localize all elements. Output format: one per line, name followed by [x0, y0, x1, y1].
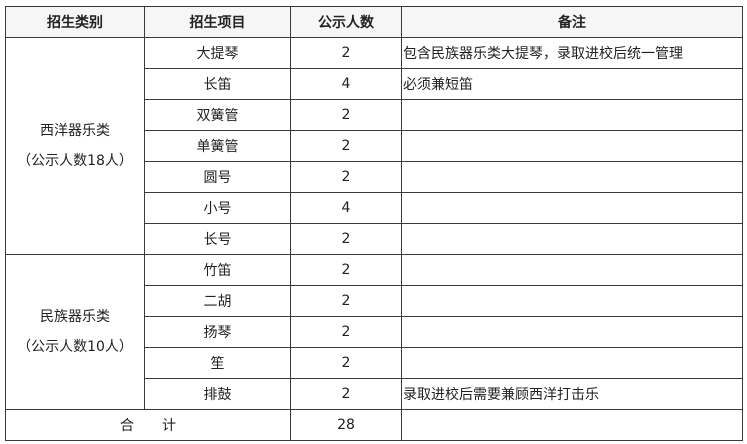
- item-cell: 竹笛: [144, 254, 291, 286]
- item-cell: 双簧管: [144, 99, 291, 131]
- count-cell: 2: [290, 316, 402, 348]
- total-label: 合 计: [5, 409, 291, 441]
- item-cell: 扬琴: [144, 316, 291, 348]
- note-cell: [401, 192, 743, 224]
- note-cell: 包含民族器乐类大提琴，录取进校后统一管理: [401, 37, 743, 69]
- total-row: 合 计 28: [5, 409, 743, 441]
- category-subtitle: （公示人数18人）: [17, 153, 133, 169]
- total-count: 28: [290, 409, 402, 441]
- count-cell: 2: [290, 254, 402, 286]
- category-subtitle: （公示人数10人）: [17, 339, 133, 355]
- note-cell: [401, 99, 743, 131]
- header-item: 招生项目: [144, 6, 291, 38]
- count-cell: 2: [290, 161, 402, 193]
- header-category: 招生类别: [5, 6, 145, 38]
- table-row: 圆号 2: [6, 161, 743, 193]
- count-cell: 2: [290, 37, 402, 69]
- item-cell: 圆号: [144, 161, 291, 193]
- note-cell: [401, 223, 743, 255]
- category-name: 西洋器乐类: [40, 123, 110, 139]
- item-cell: 二胡: [144, 285, 291, 317]
- count-cell: 4: [290, 192, 402, 224]
- count-cell: 2: [290, 130, 402, 162]
- count-cell: 2: [290, 285, 402, 317]
- header-count: 公示人数: [290, 6, 402, 38]
- table-row: 西洋器乐类 （公示人数18人） 大提琴 2 包含民族器乐类大提琴，录取进校后统一管理: [5, 37, 743, 255]
- note-cell: [401, 130, 743, 162]
- note-cell: [401, 285, 743, 317]
- table-row: 扬琴 2: [6, 316, 743, 348]
- count-cell: 2: [290, 99, 402, 131]
- note-cell: [401, 316, 743, 348]
- item-cell: 小号: [144, 192, 291, 224]
- note-cell: 录取进校后需要兼顾西洋打击乐: [401, 378, 743, 410]
- category-cell: 民族器乐类 （公示人数10人）: [5, 254, 145, 410]
- count-cell: 2: [290, 347, 402, 379]
- note-cell: [401, 254, 743, 286]
- note-cell: 必须兼短笛: [401, 68, 743, 100]
- table-row: 民族器乐类 （公示人数10人） 竹笛 2: [5, 254, 743, 410]
- count-cell: 2: [290, 378, 402, 410]
- table-row: 小号 4: [6, 192, 743, 224]
- note-cell: [401, 347, 743, 379]
- category-cell: 西洋器乐类 （公示人数18人）: [5, 37, 145, 255]
- item-cell: 单簧管: [144, 130, 291, 162]
- count-cell: 2: [290, 223, 402, 255]
- note-cell: [401, 161, 743, 193]
- total-note: [401, 409, 743, 441]
- item-cell: 排鼓: [144, 378, 291, 410]
- category-name: 民族器乐类: [40, 309, 110, 325]
- enrollment-table: 招生类别 招生项目 公示人数 备注 西洋器乐类 （公示人数18人） 大提琴 2 包含民族…: [5, 6, 743, 441]
- item-cell: 笙: [144, 347, 291, 379]
- header-row: 招生类别 招生项目 公示人数 备注: [5, 6, 743, 38]
- item-cell: 长号: [144, 223, 291, 255]
- header-note: 备注: [401, 6, 743, 38]
- table-row: 单簧管 2: [6, 130, 743, 162]
- table-row: 长笛 4 必须兼短笛: [6, 68, 743, 100]
- item-cell: 长笛: [144, 68, 291, 100]
- item-cell: 大提琴: [144, 37, 291, 69]
- count-cell: 4: [290, 68, 402, 100]
